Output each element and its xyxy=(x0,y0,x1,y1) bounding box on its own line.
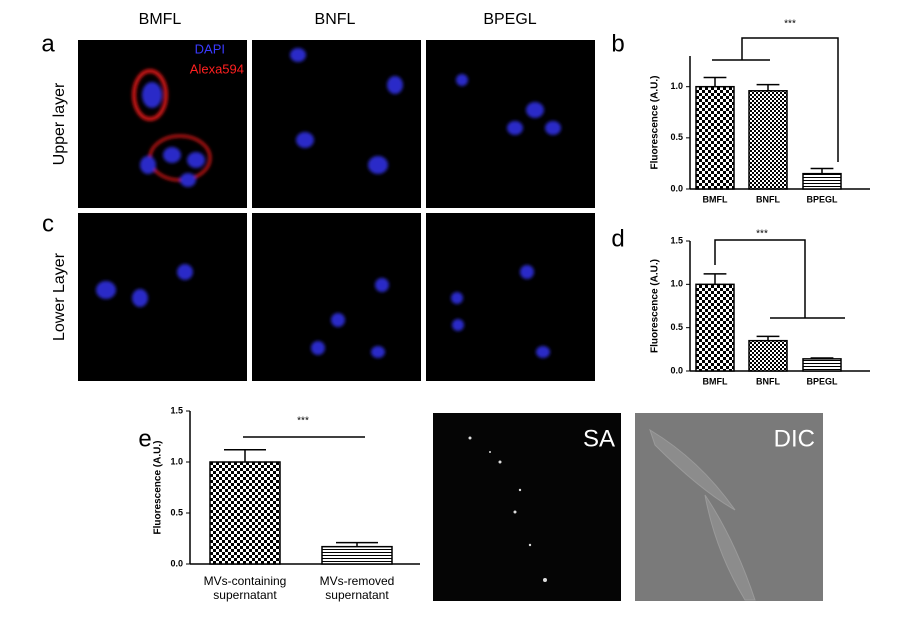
speckles xyxy=(468,436,547,582)
bar xyxy=(695,85,735,190)
y-tick-label: 1.0 xyxy=(670,81,683,91)
x-tick-label: BPEGL xyxy=(806,376,838,386)
y-tick-label: 0.0 xyxy=(170,558,183,568)
image-label: SA xyxy=(583,425,615,452)
x-tick-label: MVs-containing supernatant xyxy=(203,574,287,602)
x-tick-label: BNFL xyxy=(756,376,780,386)
x-tick-label: BMFL xyxy=(703,194,728,204)
y-tick-label: 1.5 xyxy=(170,405,183,415)
bar xyxy=(748,90,788,190)
significance: *** xyxy=(784,19,796,30)
significance: *** xyxy=(756,229,768,240)
bar xyxy=(321,545,393,565)
bar xyxy=(695,283,735,372)
column-header: BMFL xyxy=(139,11,182,28)
panel-letter: d xyxy=(611,225,624,252)
image xyxy=(433,413,621,601)
column-header: BPEGL xyxy=(483,11,536,28)
cells xyxy=(96,48,561,358)
image-label: DIC xyxy=(774,425,815,452)
significance: *** xyxy=(297,416,309,427)
row-label: Upper layer xyxy=(51,82,68,165)
y-tick-label: 1.5 xyxy=(670,235,683,245)
panel-letter: e xyxy=(138,425,151,452)
image xyxy=(78,40,247,208)
image xyxy=(252,40,421,208)
panel-letter: b xyxy=(611,30,624,57)
bar xyxy=(802,172,842,190)
y-tick-label: 0.5 xyxy=(670,132,683,142)
panel-letter: c xyxy=(42,210,54,237)
row-label: Lower Layer xyxy=(51,252,68,341)
y-axis-label: Fluorescence (A.U.) xyxy=(650,259,661,353)
bar xyxy=(748,339,788,372)
x-tick-label: BPEGL xyxy=(806,194,838,204)
y-tick-label: 0.5 xyxy=(670,322,683,332)
bar xyxy=(802,358,842,372)
stain-label: Alexa594 xyxy=(190,61,244,76)
bar xyxy=(209,461,281,565)
micrographs: DAPI Alexa594 SA DIC xyxy=(78,40,823,601)
stain-label: DAPI xyxy=(195,41,225,56)
x-tick-label: BMFL xyxy=(703,376,728,386)
y-axis-label: Fluorescence (A.U.) xyxy=(153,441,164,535)
y-tick-label: 0.5 xyxy=(170,507,183,517)
y-axis-label: Fluorescence (A.U.) xyxy=(650,76,661,170)
y-tick-label: 1.0 xyxy=(670,279,683,289)
panel-letter: a xyxy=(41,30,55,57)
y-tick-label: 0.0 xyxy=(670,183,683,193)
cell-outline xyxy=(649,428,756,601)
y-tick-label: 1.0 xyxy=(170,456,183,466)
x-tick-label: MVs-removed supernatant xyxy=(319,574,395,602)
y-tick-label: 0.0 xyxy=(670,365,683,375)
column-header: BNFL xyxy=(315,11,356,28)
significance-brackets xyxy=(243,37,845,438)
image xyxy=(252,213,421,381)
x-tick-label: BNFL xyxy=(756,194,780,204)
